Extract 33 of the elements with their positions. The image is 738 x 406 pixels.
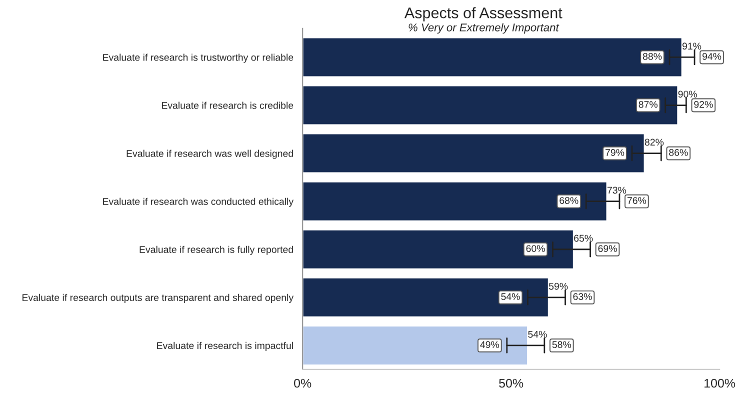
data-label: 59% <box>548 282 568 290</box>
data-label: 54% <box>528 330 547 338</box>
annotation: 88% <box>642 52 662 60</box>
data-label: 91% <box>682 42 702 50</box>
x-tick-label: 50% <box>499 378 524 388</box>
annotation: 79% <box>606 149 624 156</box>
chart-title: Aspects of Assessment <box>404 7 562 22</box>
data-label: 73% <box>607 186 626 194</box>
x-tick-label: 0% <box>294 378 312 388</box>
y-tick-label: Evaluate if research is credible <box>162 102 294 109</box>
annotation: 87% <box>638 101 658 108</box>
annotation: 49% <box>480 341 500 348</box>
annotation: 92% <box>694 101 713 108</box>
annotation: 86% <box>669 149 688 156</box>
annotation: 60% <box>526 245 545 252</box>
annotation: 58% <box>552 341 572 348</box>
data-label: 65% <box>574 234 593 242</box>
y-tick-label: Evaluate if research is trustworthy or reliable <box>103 54 294 63</box>
y-tick-label: Evaluate if research is fully reported <box>140 246 293 255</box>
y-tick-label: Evaluate if research was well designed <box>126 150 293 159</box>
data-label: 82% <box>644 138 664 146</box>
chart-subtitle: % Very or Extremely Important <box>408 23 560 34</box>
x-tick-label: 100% <box>704 378 736 388</box>
annotation: 76% <box>627 197 646 204</box>
annotation: 69% <box>598 245 617 252</box>
annotation: 63% <box>573 293 592 300</box>
annotation: 54% <box>501 293 520 300</box>
annotation: 94% <box>702 52 722 60</box>
annotation: 68% <box>560 197 578 204</box>
data-label: 90% <box>678 90 697 98</box>
y-tick-label: Evaluate if research outputs are transparent and shared openly <box>22 294 294 303</box>
y-tick-label: Evaluate if research was conducted ethically <box>103 198 294 207</box>
y-tick-label: Evaluate if research is impactful <box>157 342 293 351</box>
